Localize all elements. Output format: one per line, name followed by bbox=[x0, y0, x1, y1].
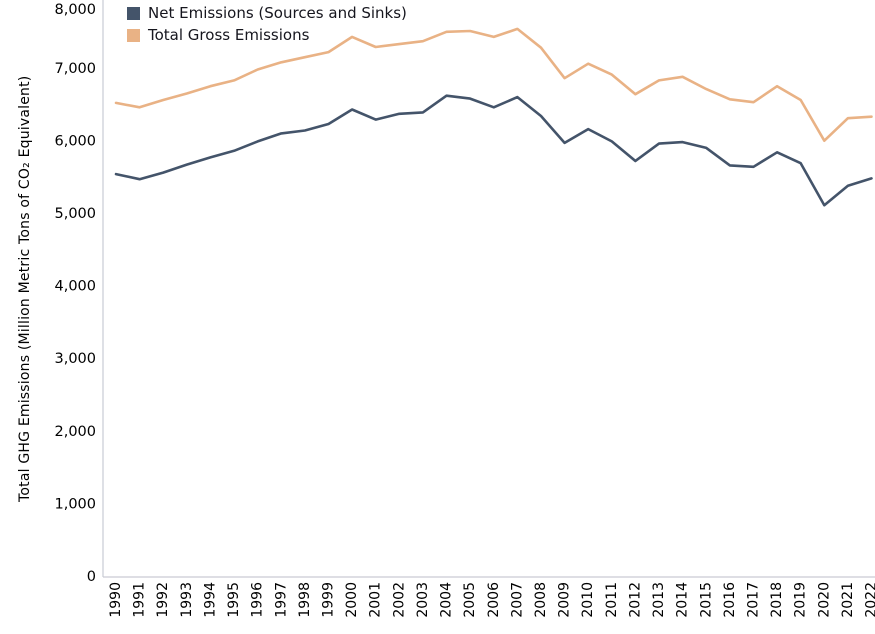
x-tick-label: 2022 bbox=[864, 582, 875, 618]
x-tick-label: 2004 bbox=[439, 582, 455, 618]
x-tick-label: 2008 bbox=[533, 582, 549, 618]
x-tick-label: 2000 bbox=[344, 582, 360, 618]
x-tick-label: 1992 bbox=[155, 582, 171, 618]
x-tick-label: 1996 bbox=[250, 582, 266, 618]
net-emissions-swatch-icon bbox=[127, 6, 140, 20]
x-tick-label: 2006 bbox=[486, 582, 502, 618]
chart-legend: Net Emissions (Sources and Sinks) Total … bbox=[127, 2, 407, 46]
x-tick-label: 2010 bbox=[580, 582, 596, 618]
x-tick-label: 2021 bbox=[840, 582, 856, 618]
x-tick-label: 2013 bbox=[651, 582, 667, 618]
legend-label-net-emissions: Net Emissions (Sources and Sinks) bbox=[148, 4, 407, 22]
y-tick-label: 7,000 bbox=[54, 61, 96, 77]
x-tick-label: 2012 bbox=[627, 582, 643, 618]
x-tick-label: 2001 bbox=[368, 582, 384, 618]
y-tick-label: 3,000 bbox=[54, 351, 96, 367]
y-tick-label: 8,000 bbox=[54, 2, 96, 18]
x-tick-label: 2003 bbox=[415, 582, 431, 618]
x-tick-label: 2011 bbox=[604, 582, 620, 618]
x-tick-label: 2005 bbox=[462, 582, 478, 618]
x-tick-label: 2018 bbox=[769, 582, 785, 618]
legend-label-gross-emissions: Total Gross Emissions bbox=[148, 26, 310, 44]
x-tick-label: 1990 bbox=[108, 582, 124, 618]
x-tick-label: 2007 bbox=[509, 582, 525, 618]
y-tick-label: 1,000 bbox=[54, 496, 96, 512]
x-tick-label: 2014 bbox=[675, 582, 691, 618]
x-tick-label: 1997 bbox=[273, 582, 289, 618]
x-tick-label: 1993 bbox=[179, 582, 195, 618]
x-tick-label: 2020 bbox=[816, 582, 832, 618]
x-tick-label: 1991 bbox=[132, 582, 148, 618]
legend-item-net-emissions: Net Emissions (Sources and Sinks) bbox=[127, 2, 407, 24]
x-tick-label: 2015 bbox=[698, 582, 714, 618]
x-tick-label: 1994 bbox=[202, 582, 218, 618]
x-tick-label: 1999 bbox=[320, 582, 336, 618]
y-axis-title: Total GHG Emissions (Million Metric Tons… bbox=[17, 75, 33, 502]
x-tick-label: 1995 bbox=[226, 582, 242, 618]
x-tick-label: 2009 bbox=[557, 582, 573, 618]
x-tick-label: 2002 bbox=[391, 582, 407, 618]
x-tick-label: 2016 bbox=[722, 582, 738, 618]
y-tick-label: 2,000 bbox=[54, 424, 96, 440]
y-tick-label: 0 bbox=[87, 569, 96, 585]
gross-emissions-swatch-icon bbox=[127, 28, 140, 42]
x-tick-label: 2017 bbox=[745, 582, 761, 618]
gross-emissions-line bbox=[114, 27, 873, 142]
x-tick-label: 2019 bbox=[793, 582, 809, 618]
y-tick-label: 6,000 bbox=[54, 133, 96, 149]
legend-item-gross-emissions: Total Gross Emissions bbox=[127, 24, 407, 46]
net-emissions-line bbox=[114, 94, 873, 207]
y-tick-label: 5,000 bbox=[54, 206, 96, 222]
x-tick-label: 1998 bbox=[297, 582, 313, 618]
y-tick-label: 4,000 bbox=[54, 279, 96, 295]
